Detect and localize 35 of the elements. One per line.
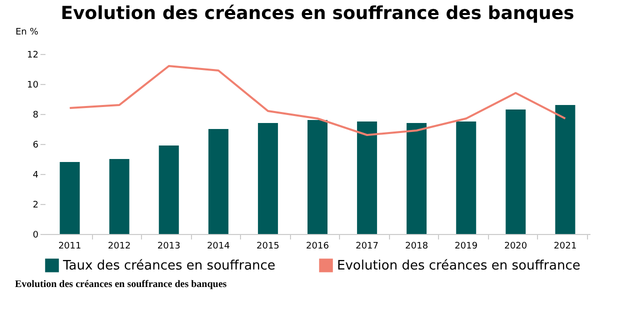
bar xyxy=(506,110,526,234)
legend-label: Taux des créances en souffrance xyxy=(62,258,276,274)
y-tick-label: 12 xyxy=(27,50,38,60)
bar xyxy=(308,120,328,234)
bar xyxy=(60,162,80,234)
x-tick-label: 2016 xyxy=(306,242,330,252)
x-tick-label: 2014 xyxy=(206,242,230,252)
legend-label: Evolution des créances en souffrance xyxy=(337,258,580,274)
x-tick-label: 2018 xyxy=(405,242,428,252)
x-tick-label: 2017 xyxy=(356,242,378,252)
bar xyxy=(456,122,476,234)
x-tick-label: 2019 xyxy=(454,242,478,252)
bar xyxy=(406,123,427,234)
x-tick-label: 2015 xyxy=(256,242,280,252)
y-tick-label: 10 xyxy=(27,80,39,90)
x-tick-label: 2011 xyxy=(58,242,82,252)
bar xyxy=(258,123,278,234)
y-tick-label: 0 xyxy=(32,230,39,240)
x-tick-label: 2012 xyxy=(108,242,131,252)
bar xyxy=(357,122,378,234)
x-tick-label: 2020 xyxy=(504,242,528,252)
y-tick-label: 8 xyxy=(32,110,39,120)
x-tick-label: 2021 xyxy=(554,242,577,252)
bar xyxy=(109,159,130,234)
bar xyxy=(208,129,228,234)
chart-title: Evolution des créances en souffrance des banques xyxy=(60,3,574,24)
x-tick-label: 2013 xyxy=(157,242,180,252)
y-tick-label: 4 xyxy=(32,170,39,180)
bar xyxy=(555,105,576,234)
y-tick-label: 2 xyxy=(32,200,38,210)
y-tick-label: 6 xyxy=(32,140,39,150)
text: Evolution des créances en souffrance des banques xyxy=(15,279,227,290)
y-axis-title: En % xyxy=(16,28,39,38)
line-series xyxy=(68,65,566,136)
bar xyxy=(158,146,179,234)
